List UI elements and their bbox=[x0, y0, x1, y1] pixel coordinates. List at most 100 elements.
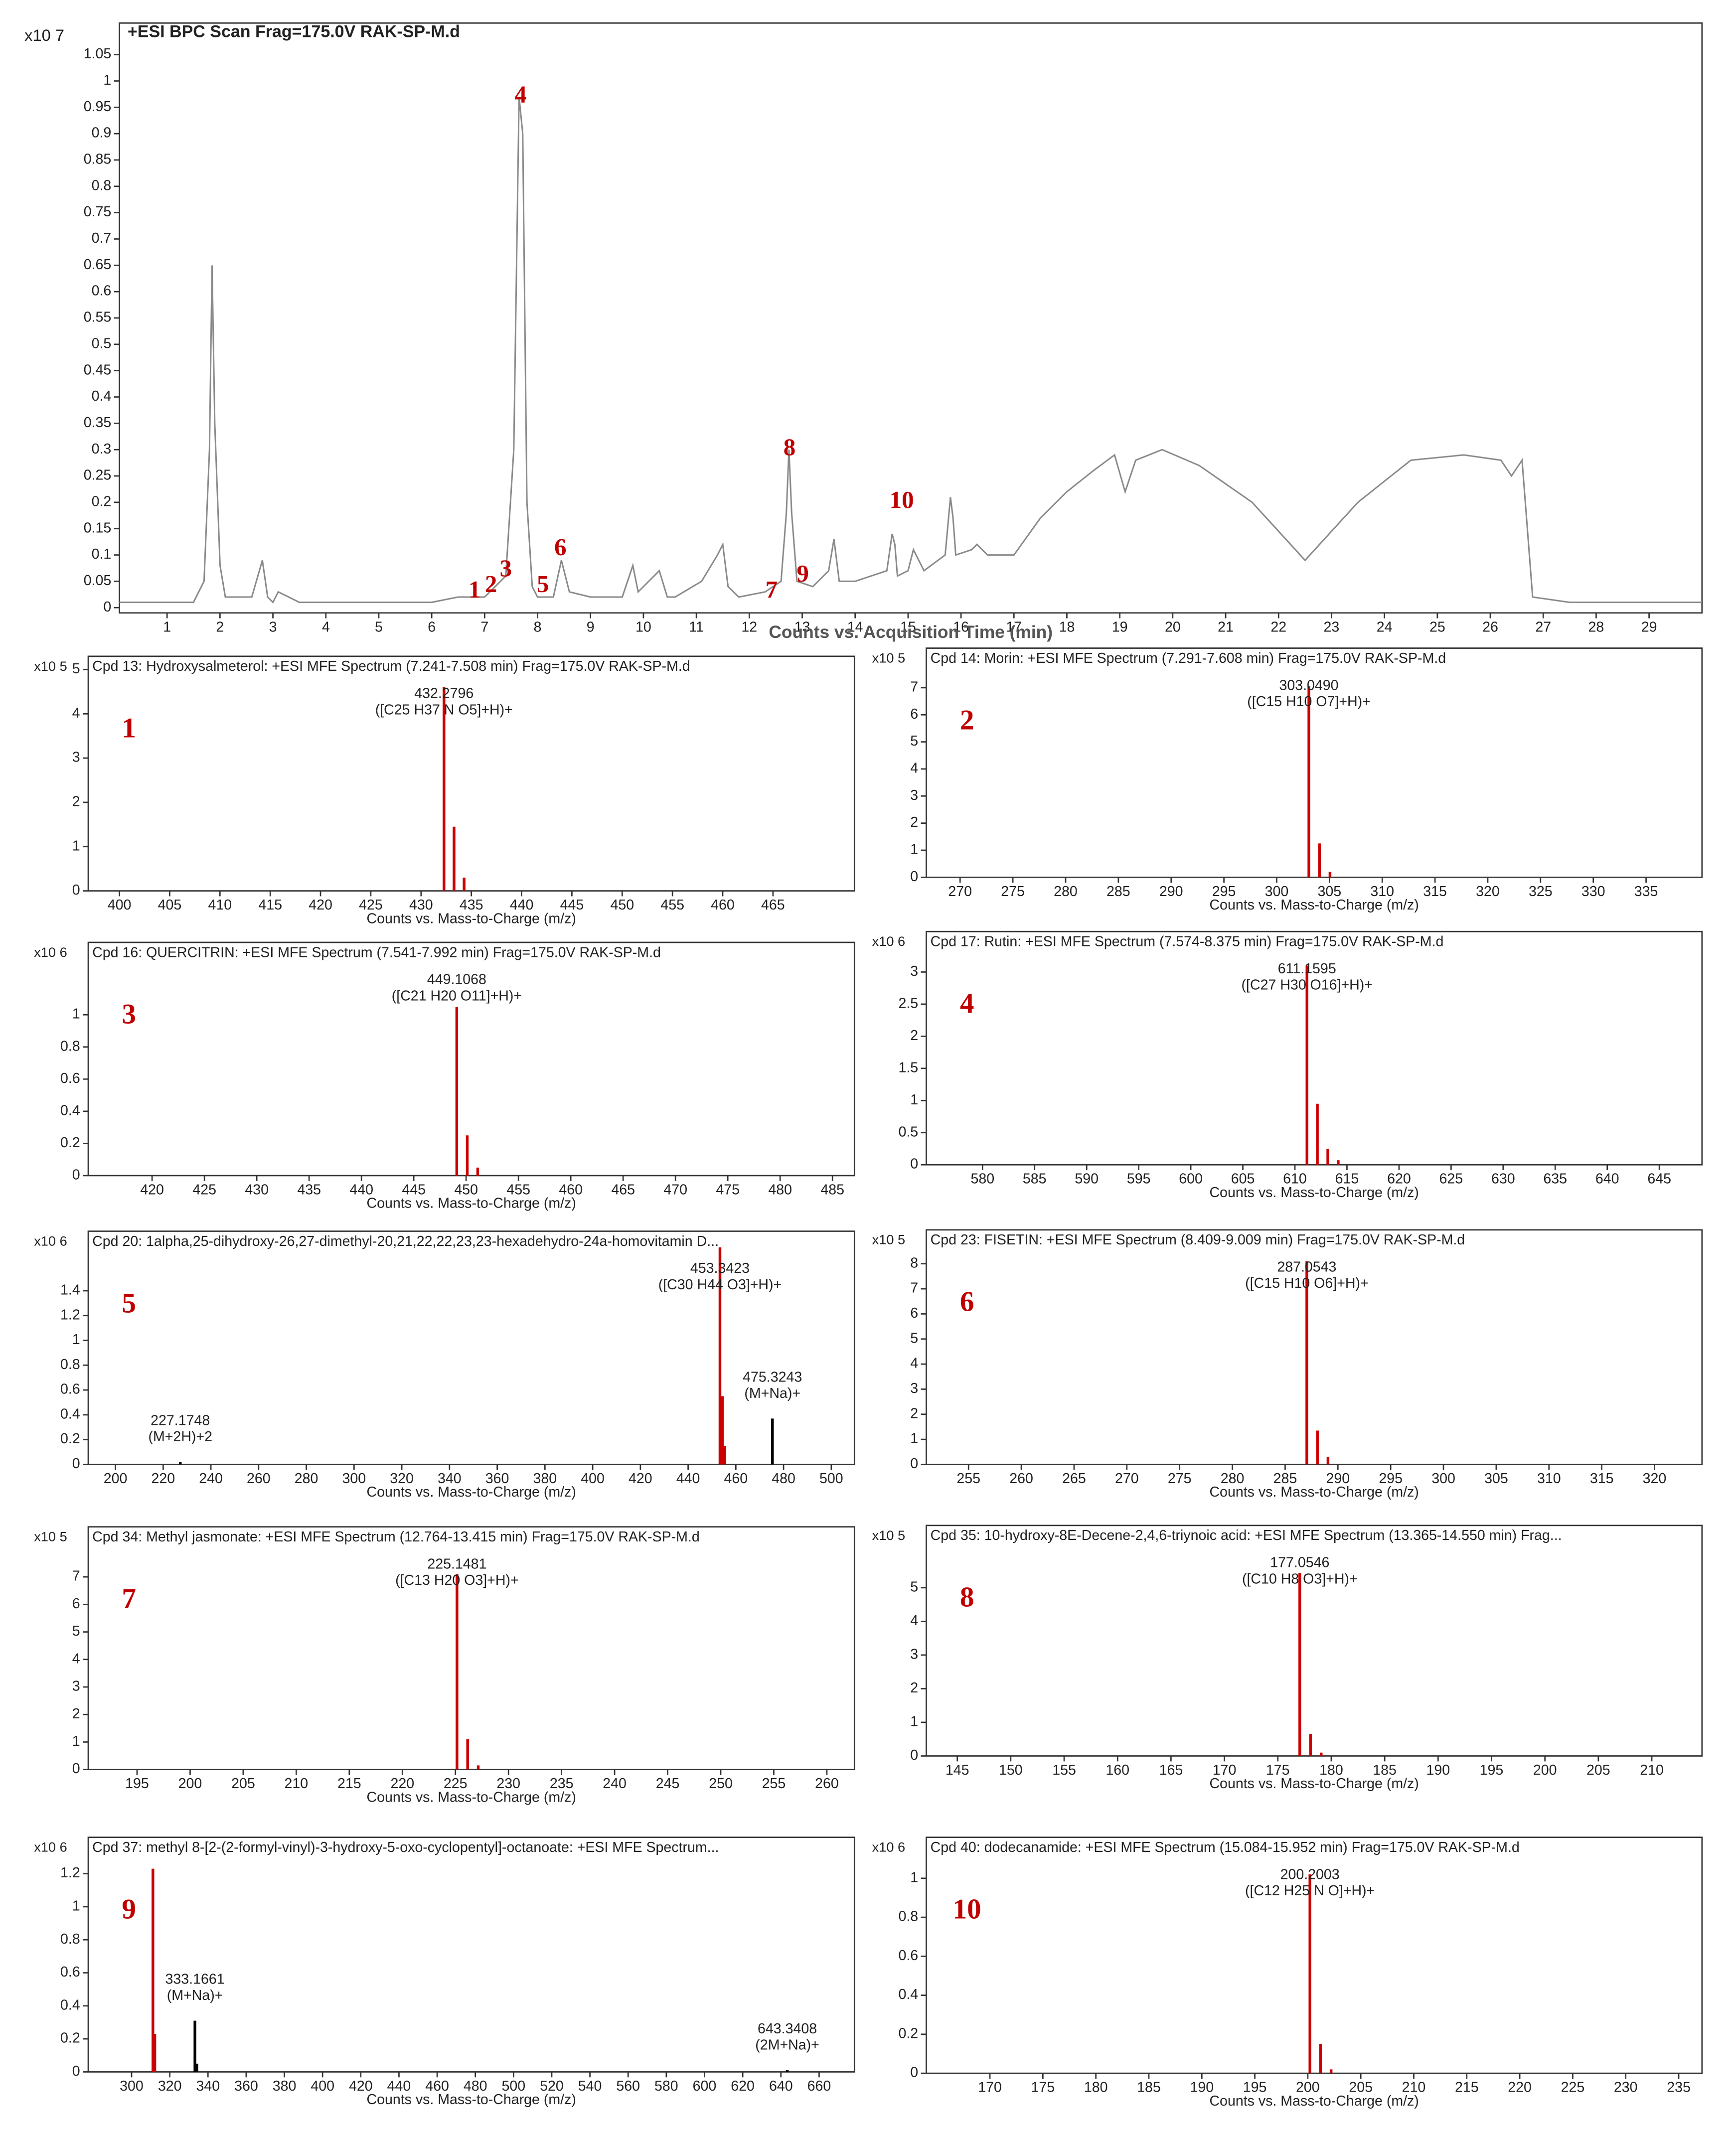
x-tick-label: 200 bbox=[1296, 2080, 1320, 2096]
x-tick-label: 340 bbox=[196, 2078, 220, 2094]
y-tick-label: 4 bbox=[910, 761, 918, 776]
x-tick-label: 195 bbox=[1480, 1762, 1504, 1778]
x-axis-label: Counts vs. Mass-to-Charge (m/z) bbox=[1209, 897, 1419, 913]
peak-formula-label: ([C15 H10 O6]+H)+ bbox=[1245, 1275, 1369, 1291]
x-tick-label: 445 bbox=[560, 897, 584, 913]
x-tick-label: 480 bbox=[772, 1471, 795, 1487]
x-tick-label: 185 bbox=[1137, 2080, 1161, 2096]
x-tick-label: 610 bbox=[1283, 1171, 1307, 1187]
x-tick-label: 485 bbox=[820, 1182, 844, 1198]
y-tick-label: 5 bbox=[910, 733, 918, 749]
x-tick-label: 330 bbox=[1581, 884, 1605, 900]
x-tick-label: 8 bbox=[534, 619, 542, 635]
x-tick-label: 410 bbox=[208, 897, 232, 913]
y-tick-label: 0.4 bbox=[60, 1997, 80, 2013]
y-tick-label: 0 bbox=[910, 1156, 918, 1172]
plot-frame bbox=[926, 1229, 1703, 1465]
y-tick-label: 4 bbox=[910, 1356, 918, 1372]
x-tick-label: 425 bbox=[192, 1182, 216, 1198]
x-tick-label: 220 bbox=[1508, 2080, 1532, 2096]
x-tick-label: 5 bbox=[375, 619, 383, 635]
x-tick-label: 200 bbox=[104, 1471, 128, 1487]
y-tick-label: 2 bbox=[910, 1028, 918, 1044]
x-tick-label: 18 bbox=[1059, 619, 1075, 635]
x-tick-label: 620 bbox=[1387, 1171, 1411, 1187]
x-tick-label: 315 bbox=[1590, 1471, 1614, 1487]
x-tick-label: 295 bbox=[1379, 1471, 1403, 1487]
x-tick-label: 455 bbox=[660, 897, 684, 913]
compound-number: 7 bbox=[122, 1583, 136, 1614]
y-tick-label: 5 bbox=[910, 1330, 918, 1346]
y-tick-label: 0.8 bbox=[60, 1038, 80, 1054]
x-tick-label: 645 bbox=[1647, 1171, 1671, 1187]
y-tick-label: 0 bbox=[910, 869, 918, 885]
x-tick-label: 17 bbox=[1006, 619, 1022, 635]
x-tick-label: 195 bbox=[1243, 2080, 1267, 2096]
x-tick-label: 14 bbox=[847, 619, 863, 635]
compound-number: 5 bbox=[122, 1287, 136, 1319]
x-tick-label: 320 bbox=[1476, 884, 1500, 900]
x-tick-label: 630 bbox=[1491, 1171, 1515, 1187]
x-tick-label: 640 bbox=[1595, 1171, 1619, 1187]
x-tick-label: 305 bbox=[1484, 1471, 1508, 1487]
x-tick-label: 500 bbox=[819, 1471, 843, 1487]
x-tick-label: 400 bbox=[311, 2078, 334, 2094]
plot-frame bbox=[926, 1836, 1703, 2074]
x-tick-label: 290 bbox=[1159, 884, 1183, 900]
x-tick-label: 420 bbox=[349, 2078, 373, 2094]
x-tick-label: 230 bbox=[1614, 2080, 1638, 2096]
y-multiplier: x10 6 bbox=[872, 1839, 906, 1855]
x-tick-label: 440 bbox=[349, 1182, 373, 1198]
y-tick-label: 0 bbox=[72, 1761, 80, 1777]
peak-mz-label: 225.1481 bbox=[427, 1556, 486, 1572]
x-tick-label: 425 bbox=[359, 897, 383, 913]
chromatogram-line bbox=[119, 97, 1702, 604]
peak-mz-label: 453.3423 bbox=[690, 1260, 750, 1276]
x-tick-label: 450 bbox=[454, 1182, 478, 1198]
x-tick-label: 245 bbox=[656, 1776, 680, 1792]
x-tick-label: 260 bbox=[815, 1776, 839, 1792]
peak-mz-label: 177.0546 bbox=[1270, 1555, 1329, 1571]
x-tick-label: 180 bbox=[1084, 2080, 1108, 2096]
x-tick-label: 320 bbox=[1643, 1471, 1667, 1487]
y-tick-label: 1.05 bbox=[84, 46, 112, 62]
x-tick-label: 145 bbox=[946, 1762, 969, 1778]
x-tick-label: 285 bbox=[1106, 884, 1130, 900]
panel-title: Cpd 13: Hydroxysalmeterol: +ESI MFE Spec… bbox=[92, 658, 690, 674]
y-tick-label: 5 bbox=[72, 661, 80, 677]
peak-mz-label: 449.1068 bbox=[427, 972, 486, 988]
x-tick-label: 225 bbox=[1561, 2080, 1585, 2096]
x-tick-label: 430 bbox=[245, 1182, 269, 1198]
x-tick-label: 360 bbox=[485, 1471, 509, 1487]
chart-title: +ESI BPC Scan Frag=175.0V RAK-SP-M.d bbox=[128, 22, 460, 41]
x-tick-label: 560 bbox=[616, 2078, 640, 2094]
y-tick-label: 3 bbox=[910, 963, 918, 979]
x-tick-label: 3 bbox=[269, 619, 277, 635]
x-tick-label: 325 bbox=[1529, 884, 1553, 900]
x-tick-label: 215 bbox=[337, 1776, 361, 1792]
y-tick-label: 0.55 bbox=[84, 309, 112, 325]
x-tick-label: 520 bbox=[540, 2078, 564, 2094]
x-tick-label: 360 bbox=[234, 2078, 258, 2094]
x-tick-label: 185 bbox=[1373, 1762, 1397, 1778]
plot-frame bbox=[119, 22, 1703, 614]
plot-frame bbox=[87, 1230, 855, 1465]
x-tick-label: 29 bbox=[1641, 619, 1657, 635]
y-tick-label: 0.7 bbox=[92, 230, 112, 246]
x-tick-label: 455 bbox=[506, 1182, 530, 1198]
plot-frame bbox=[87, 1526, 855, 1771]
peak-number: 10 bbox=[890, 486, 914, 513]
x-tick-label: 300 bbox=[1265, 884, 1289, 900]
panel-title: Cpd 20: 1alpha,25-dihydroxy-26,27-dimeth… bbox=[92, 1233, 719, 1249]
x-tick-label: 275 bbox=[1001, 884, 1025, 900]
peak-formula-label: ([C27 H30 O16]+H)+ bbox=[1242, 977, 1373, 993]
x-tick-label: 180 bbox=[1319, 1762, 1343, 1778]
panel-title: Cpd 16: QUERCITRIN: +ESI MFE Spectrum (7… bbox=[92, 944, 661, 960]
y-tick-label: 0 bbox=[103, 599, 111, 615]
peak-formula-label: ([C10 H8 O3]+H)+ bbox=[1242, 1571, 1358, 1587]
y-tick-label: 8 bbox=[910, 1255, 918, 1271]
peak-mz-label: 432.2796 bbox=[414, 686, 473, 702]
peak-formula-label: ([C30 H44 O3]+H)+ bbox=[658, 1277, 782, 1293]
x-tick-label: 400 bbox=[581, 1471, 605, 1487]
peak-mz-label: 303.0490 bbox=[1279, 677, 1338, 693]
